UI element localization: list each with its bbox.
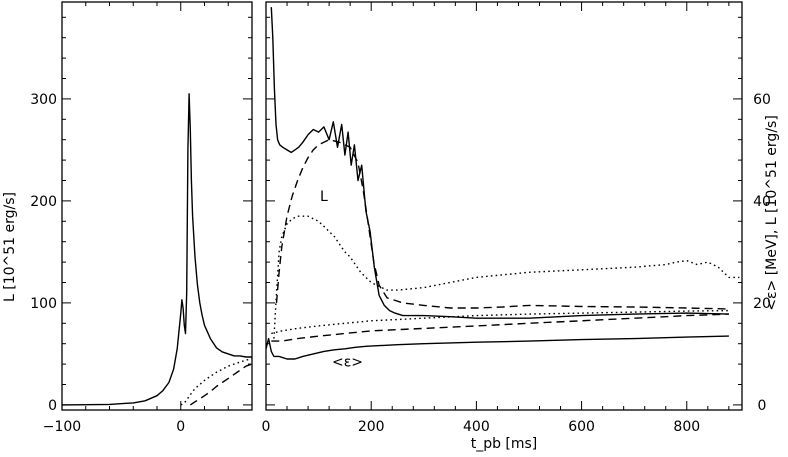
series-line-solid-0 bbox=[270, 7, 729, 319]
series-line-dashed-4 bbox=[271, 313, 729, 342]
right-panel: 0 200 400 600 800 0 20 40 60 L <ε> bbox=[262, 1, 771, 435]
x-tick-label: 0 bbox=[262, 419, 271, 435]
plot-frame bbox=[61, 1, 253, 411]
annotation-label: <ε> bbox=[332, 355, 363, 371]
x-axis-title: t_pb [ms] bbox=[471, 436, 538, 452]
series-line-dotted-1 bbox=[180, 358, 252, 406]
x-tick-label: 400 bbox=[463, 419, 490, 435]
y-tick-label: 20 bbox=[753, 296, 771, 312]
annotation-label: L bbox=[320, 189, 328, 205]
y-tick-label: 100 bbox=[30, 296, 57, 312]
y-tick-label: 40 bbox=[753, 194, 771, 210]
series-line-solid-0 bbox=[62, 93, 252, 406]
y-tick-label: 60 bbox=[753, 92, 771, 108]
x-tick-label: 800 bbox=[673, 419, 700, 435]
y-tick-label: 0 bbox=[758, 398, 767, 414]
y-tick-label: 0 bbox=[48, 398, 57, 414]
x-tick-label: −100 bbox=[43, 419, 81, 435]
series-line-dotted-2 bbox=[273, 215, 740, 339]
series-line-solid-3 bbox=[266, 335, 729, 360]
plot-frame bbox=[265, 1, 743, 411]
x-tick-label: 200 bbox=[358, 419, 385, 435]
x-tick-label: 600 bbox=[568, 419, 595, 435]
series-line-dashed-1 bbox=[275, 139, 729, 310]
y-tick-label: 200 bbox=[30, 194, 57, 210]
x-tick-label: 0 bbox=[176, 419, 185, 435]
left-panel: −100 0 0 100 200 300 bbox=[30, 1, 253, 435]
right-y-axis-title: <ε> [MeV], L [10^51 erg/s] bbox=[764, 115, 780, 311]
y-tick-label: 300 bbox=[30, 92, 57, 108]
left-y-axis-title: L [10^51 erg/s] bbox=[2, 192, 18, 302]
